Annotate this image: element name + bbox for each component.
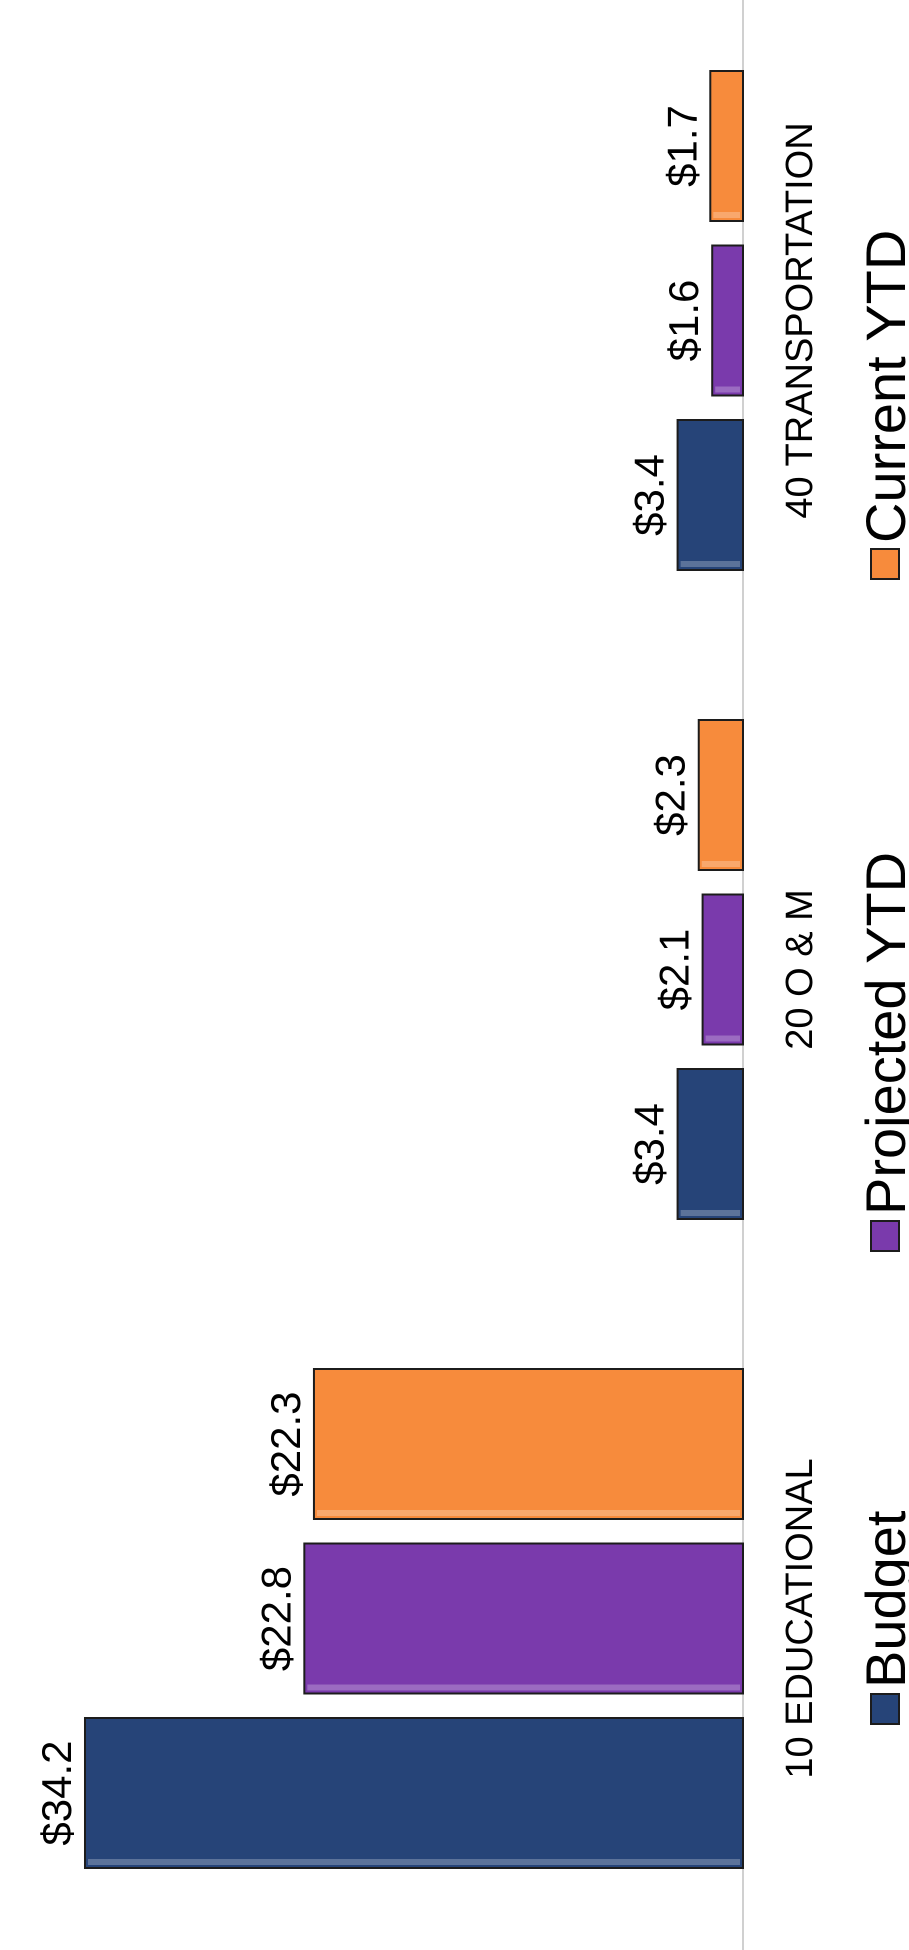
rotated-plot: 10 EDUCATIONAL $34.2 $22.8 $22.3 20 O & M $3.… bbox=[33, 0, 909, 1950]
legend-label: Current YTD bbox=[854, 230, 909, 543]
bar-highlight bbox=[307, 1684, 740, 1691]
bar bbox=[711, 244, 745, 397]
bar bbox=[676, 419, 744, 571]
value-label: $2.1 bbox=[651, 929, 698, 1011]
value-label: $3.4 bbox=[626, 1103, 673, 1185]
legend-swatch bbox=[870, 1220, 900, 1252]
bar bbox=[709, 70, 744, 222]
bar-highlight bbox=[715, 386, 741, 393]
value-label: $3.4 bbox=[626, 454, 673, 536]
bar-highlight bbox=[680, 561, 740, 567]
value-label: $34.2 bbox=[33, 1740, 80, 1845]
bar bbox=[701, 893, 745, 1046]
bar bbox=[83, 1717, 744, 1869]
value-label: $22.3 bbox=[262, 1391, 309, 1496]
category-label: 20 O & M bbox=[779, 889, 821, 1050]
legend-swatch bbox=[870, 1693, 900, 1725]
bar-highlight bbox=[701, 861, 740, 867]
category-label: 40 TRANSPORTATION bbox=[779, 122, 821, 518]
bar-highlight bbox=[87, 1859, 740, 1865]
bar-highlight bbox=[713, 212, 740, 218]
bar-highlight bbox=[680, 1210, 740, 1216]
legend-label: Budget bbox=[854, 1510, 909, 1688]
bar bbox=[312, 1368, 744, 1520]
category-label: 10 EDUCATIONAL bbox=[779, 1458, 821, 1778]
bar bbox=[697, 719, 744, 871]
value-label: $2.3 bbox=[647, 754, 694, 836]
bar-highlight bbox=[316, 1510, 740, 1516]
legend-swatch bbox=[870, 548, 900, 580]
legend-label: Projected YTD bbox=[854, 852, 909, 1215]
value-label: $22.8 bbox=[252, 1566, 299, 1671]
bar bbox=[303, 1542, 744, 1695]
bar-highlight bbox=[705, 1035, 741, 1042]
bar bbox=[676, 1068, 744, 1220]
value-label: $1.6 bbox=[660, 280, 707, 362]
value-label: $1.7 bbox=[658, 105, 705, 187]
